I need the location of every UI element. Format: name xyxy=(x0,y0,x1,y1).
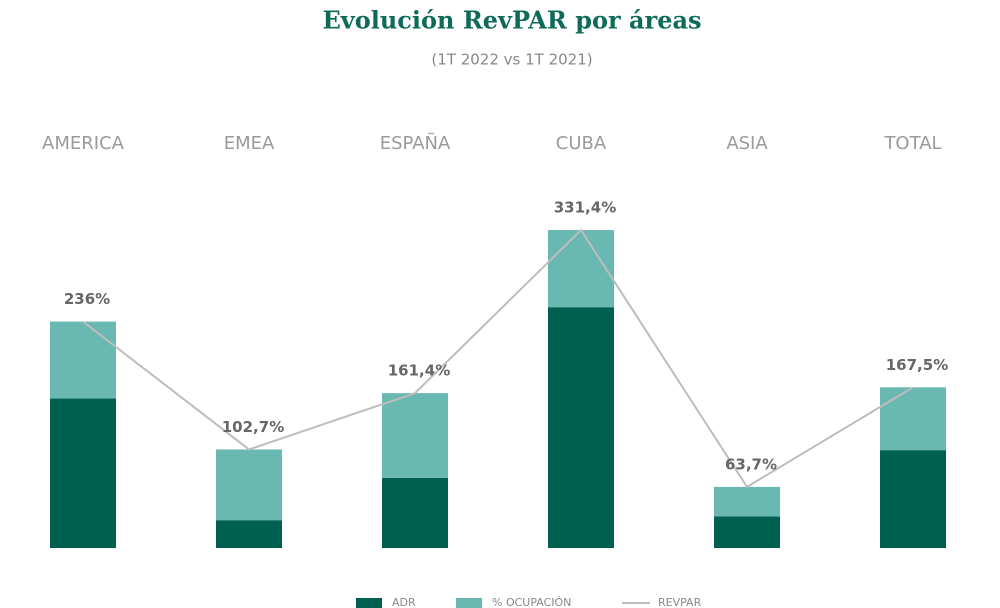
value-label: 63,7% xyxy=(725,455,777,473)
category-label: CUBA xyxy=(556,133,607,154)
legend-label: % OCUPACIÓN xyxy=(492,596,571,608)
legend-swatch xyxy=(456,598,482,608)
legend-swatch xyxy=(356,598,382,608)
bar-segment xyxy=(382,393,448,478)
category-label: ESPAÑA xyxy=(380,132,451,154)
bar-segment xyxy=(50,321,116,399)
category-label: TOTAL xyxy=(883,133,941,154)
bar-segment xyxy=(50,398,116,548)
category-label: AMERICA xyxy=(42,133,125,154)
bar-segment xyxy=(714,516,780,548)
bar-segment xyxy=(548,307,614,548)
value-label: 161,4% xyxy=(388,362,450,380)
value-label: 167,5% xyxy=(886,356,948,374)
category-label: ASIA xyxy=(726,133,768,154)
bar-segment xyxy=(216,520,282,548)
category-label: EMEA xyxy=(224,133,275,154)
bar-segment xyxy=(216,449,282,521)
legend-label: ADR xyxy=(392,596,416,608)
chart-title: Evolución RevPAR por áreas xyxy=(322,6,701,35)
legend-label: REVPAR xyxy=(658,596,702,608)
value-label: 102,7% xyxy=(222,418,284,436)
bar-segment xyxy=(548,230,614,308)
bar-segment xyxy=(880,450,946,548)
value-label: 331,4% xyxy=(554,199,616,217)
chart-subtitle: (1T 2022 vs 1T 2021) xyxy=(431,51,592,69)
value-label: 236% xyxy=(64,290,110,308)
bar-segment xyxy=(880,387,946,451)
bar-segment xyxy=(714,486,780,517)
bar-segment xyxy=(382,477,448,548)
revpar-line xyxy=(82,228,914,489)
